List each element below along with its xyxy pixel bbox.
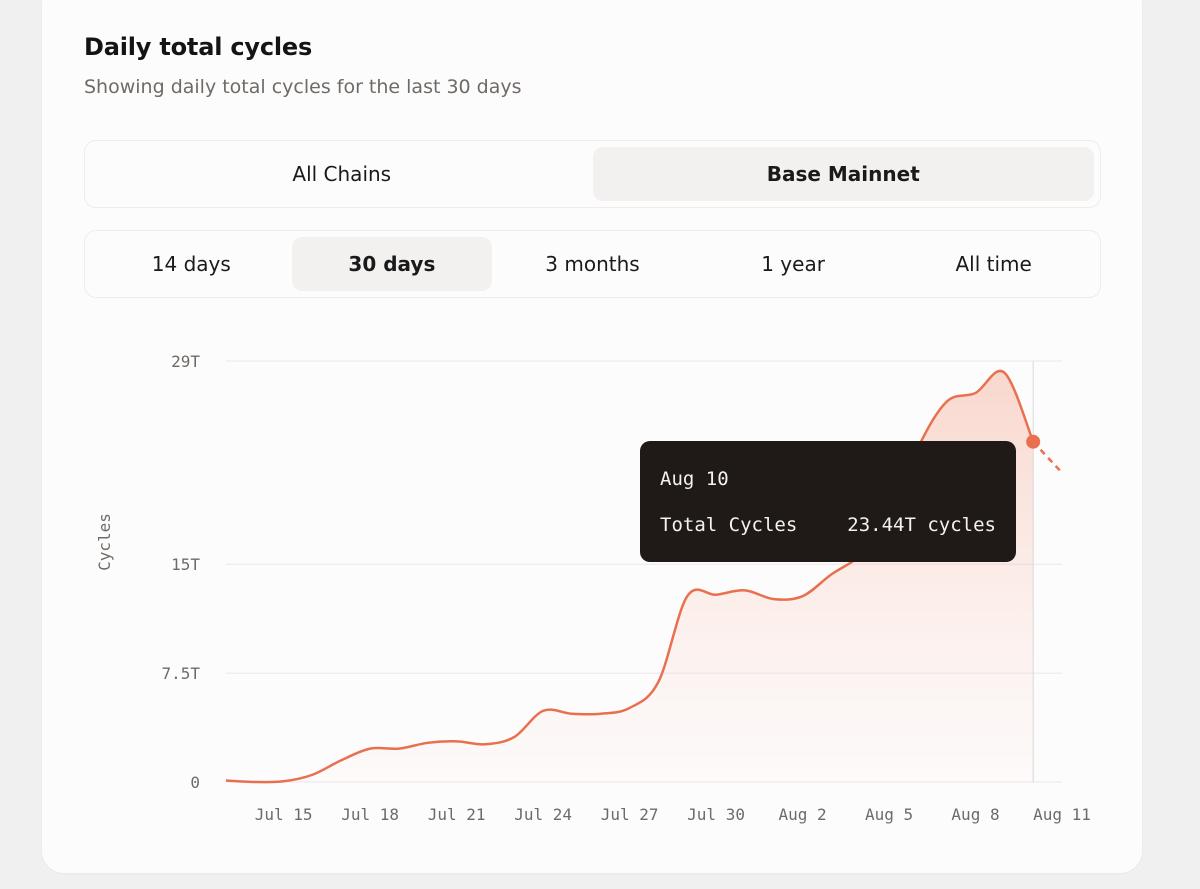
x-tick-label: Aug 8 <box>951 805 999 824</box>
tooltip-date: Aug 10 <box>660 468 729 490</box>
area-fill <box>226 370 1034 783</box>
tab-3-months[interactable]: 3 months <box>545 252 640 276</box>
x-tick-label: Aug 11 <box>1033 805 1091 824</box>
x-tick-label: Jul 24 <box>514 805 572 824</box>
chart-title: Daily total cycles <box>84 33 313 61</box>
tab-all-chains[interactable]: All Chains <box>292 162 392 186</box>
chart-subtitle: Showing daily total cycles for the last … <box>84 76 522 98</box>
tooltip-label: Total Cycles <box>660 514 798 536</box>
chart-tooltip: Aug 10 Total Cycles 23.44T cycles <box>640 441 1016 562</box>
x-tick-label: Jul 21 <box>428 805 486 824</box>
tab-1-year[interactable]: 1 year <box>761 252 825 276</box>
tab-all-time[interactable]: All time <box>955 252 1032 276</box>
highlight-point[interactable] <box>1026 434 1041 449</box>
tab-base-mainnet[interactable]: Base Mainnet <box>592 147 1094 201</box>
x-tick-label: Aug 2 <box>778 805 826 824</box>
y-tick-label: 7.5T <box>161 664 200 683</box>
range-selector: 14 days 30 days 3 months 1 year All time <box>84 230 1101 298</box>
y-tick-label: 0 <box>190 773 200 792</box>
y-tick-label: 15T <box>171 555 200 574</box>
tab-30-days[interactable]: 30 days <box>291 237 493 291</box>
x-tick-label: Jul 30 <box>687 805 745 824</box>
x-tick-label: Jul 18 <box>341 805 399 824</box>
tab-14-days[interactable]: 14 days <box>151 252 231 276</box>
tooltip-value: 23.44T cycles <box>847 514 996 536</box>
x-tick-label: Aug 5 <box>865 805 913 824</box>
y-axis-label: Cycles <box>95 513 114 571</box>
y-tick-label: 29T <box>171 352 200 371</box>
x-tick-label: Jul 27 <box>601 805 659 824</box>
chain-selector: All Chains Base Mainnet <box>84 140 1101 208</box>
x-tick-label: Jul 15 <box>255 805 313 824</box>
